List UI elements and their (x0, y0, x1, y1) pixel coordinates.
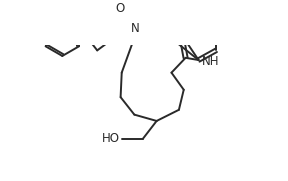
Text: N: N (131, 22, 139, 35)
Text: HO: HO (102, 132, 120, 145)
Text: O: O (116, 3, 125, 16)
Text: NH: NH (202, 55, 219, 68)
